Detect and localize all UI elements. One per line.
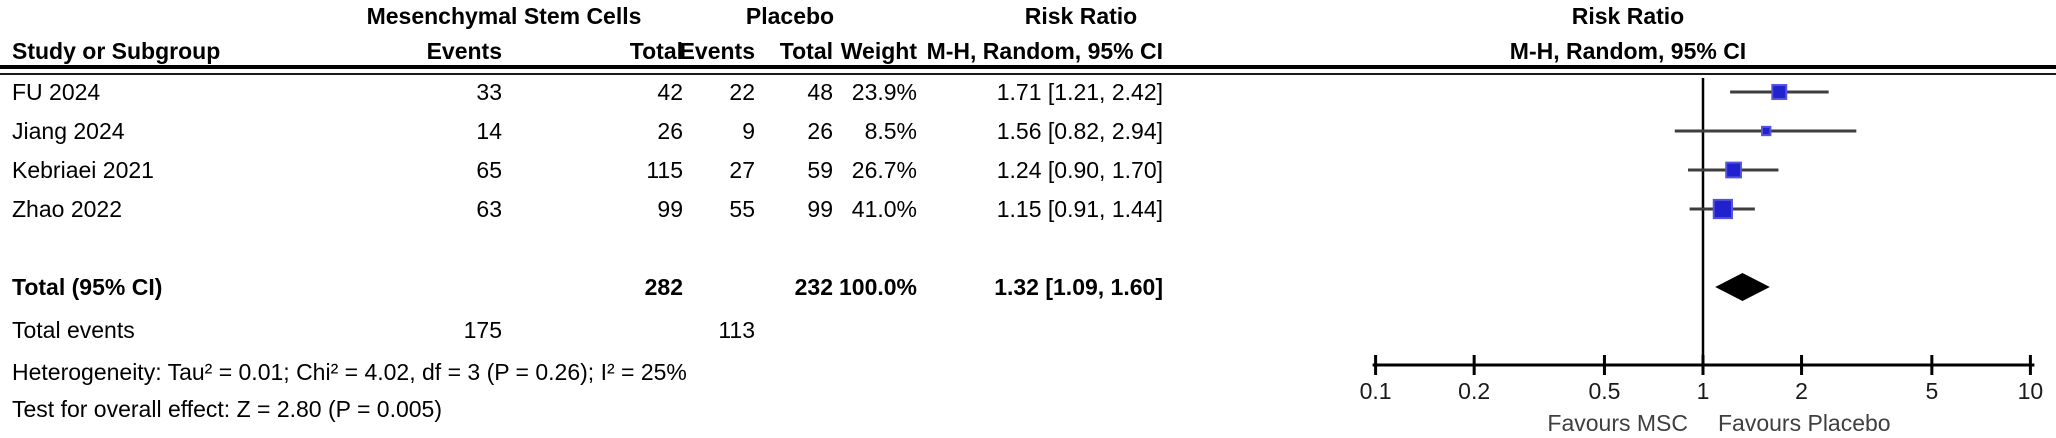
column-header-msc-events: Events: [426, 38, 502, 64]
msc-total-cell: 26: [657, 118, 683, 144]
msc-events-cell: 14: [476, 118, 502, 144]
total-events-msc: 175: [463, 317, 502, 343]
placebo-events-cell: 9: [742, 118, 755, 144]
column-header-placebo-events: Events: [679, 38, 755, 64]
msc-total-cell: 99: [657, 196, 683, 222]
group-header-placebo: Placebo: [745, 3, 835, 29]
placebo-total-cell: 99: [807, 196, 833, 222]
axis-tick-label-10: 10: [2018, 378, 2044, 404]
total-weight: 100.0%: [838, 274, 917, 300]
study-name: Zhao 2022: [12, 196, 122, 222]
total-rr-ci: 1.32 [1.09, 1.60]: [994, 274, 1163, 300]
study-name: FU 2024: [12, 79, 101, 105]
placebo-total-cell: 59: [807, 157, 833, 183]
column-header-weight: Weight: [840, 38, 917, 64]
msc-events-cell: 63: [476, 196, 502, 222]
weight-cell: 26.7%: [851, 157, 917, 183]
column-header-study: Study or Subgroup: [12, 38, 221, 64]
axis-tick-label-0.5: 0.5: [1588, 378, 1620, 404]
column-header-mh-ci-plot: M-H, Random, 95% CI: [1509, 38, 1747, 64]
total-placebo-total: 232: [794, 274, 833, 300]
weight-square-kebriaei-2021: [1725, 161, 1742, 179]
weight-square-fu-2024: [1771, 84, 1788, 100]
rr-ci-cell: 1.71 [1.21, 2.42]: [996, 79, 1163, 105]
summary-diamond: [1715, 273, 1770, 301]
rr-ci-cell: 1.15 [0.91, 1.44]: [996, 196, 1163, 222]
favours-right-label: Favours Placebo: [1718, 410, 1891, 436]
group-header-msc: Mesenchymal Stem Cells: [366, 3, 642, 29]
total-events-label: Total events: [12, 317, 135, 343]
header-rule-thin: [0, 73, 2056, 75]
column-header-mh-ci-table: M-H, Random, 95% CI: [926, 38, 1163, 64]
rr-ci-cell: 1.56 [0.82, 2.94]: [996, 118, 1163, 144]
weight-square-jiang-2024: [1761, 125, 1772, 137]
msc-events-cell: 33: [476, 79, 502, 105]
axis-tick-label-5: 5: [1925, 378, 1938, 404]
favours-left-label: Favours MSC: [1547, 410, 1688, 436]
msc-total-cell: 115: [646, 157, 683, 183]
total-row-label: Total (95% CI): [12, 274, 163, 300]
placebo-total-cell: 48: [807, 79, 833, 105]
total-msc-total: 282: [644, 274, 683, 300]
axis-tick-label-2: 2: [1795, 378, 1808, 404]
study-name: Kebriaei 2021: [12, 157, 154, 183]
placebo-events-cell: 55: [729, 196, 755, 222]
msc-events-cell: 65: [476, 157, 502, 183]
placebo-events-cell: 27: [729, 157, 755, 183]
overall-effect-text: Test for overall effect: Z = 2.80 (P = 0…: [12, 396, 442, 422]
group-header-risk-ratio-table: Risk Ratio: [1024, 3, 1138, 29]
column-header-placebo-total: Total: [779, 38, 833, 64]
weight-square-zhao-2022: [1712, 198, 1733, 220]
header-rule-thick: [0, 65, 2056, 69]
axis-tick-label-0.1: 0.1: [1360, 378, 1392, 404]
placebo-events-cell: 22: [729, 79, 755, 105]
rr-ci-cell: 1.24 [0.90, 1.70]: [996, 157, 1163, 183]
total-events-placebo: 113: [718, 317, 755, 343]
axis-tick-label-1: 1: [1697, 378, 1710, 404]
weight-cell: 41.0%: [851, 196, 917, 222]
msc-total-cell: 42: [657, 79, 683, 105]
weight-cell: 23.9%: [851, 79, 917, 105]
study-name: Jiang 2024: [12, 118, 125, 144]
weight-cell: 8.5%: [864, 118, 917, 144]
group-header-risk-ratio-plot: Risk Ratio: [1571, 3, 1685, 29]
placebo-total-cell: 26: [807, 118, 833, 144]
axis-tick-label-0.2: 0.2: [1458, 378, 1490, 404]
heterogeneity-text: Heterogeneity: Tau² = 0.01; Chi² = 4.02,…: [12, 359, 687, 385]
column-header-msc-total: Total: [629, 38, 683, 64]
